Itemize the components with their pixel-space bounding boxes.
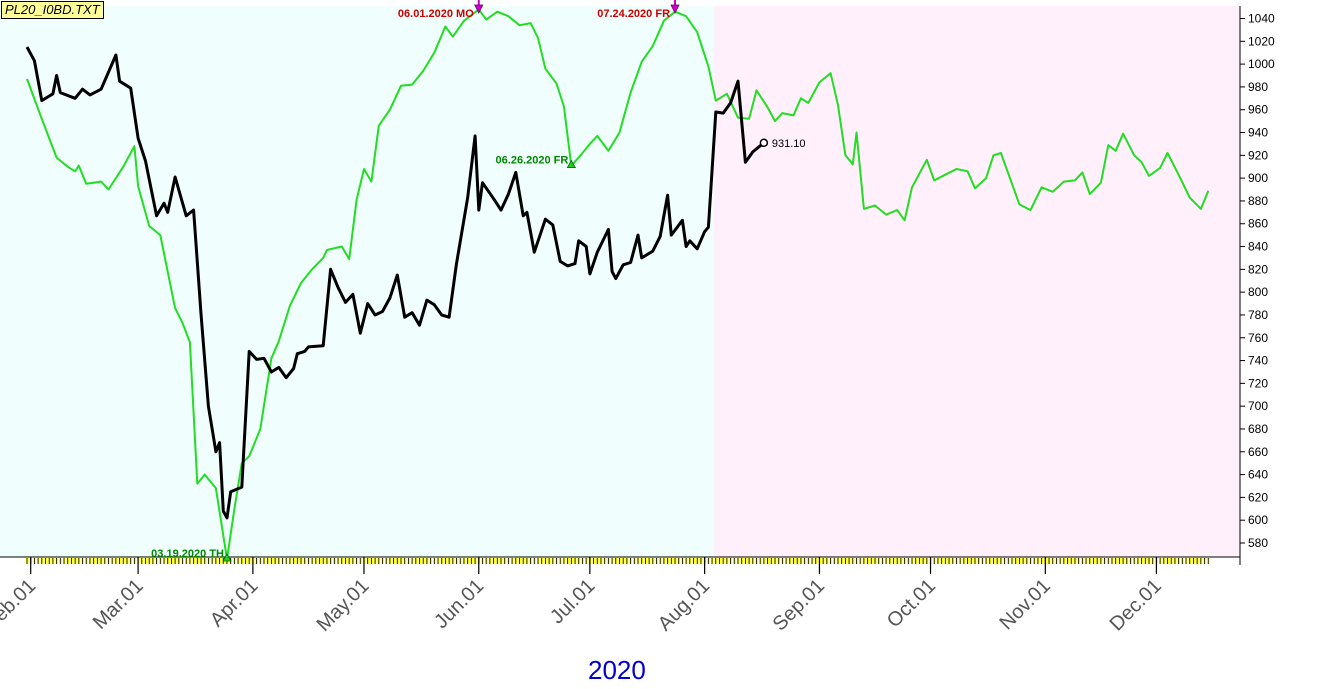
- y-tick-label: 620: [1248, 490, 1268, 504]
- y-tick-label: 760: [1248, 331, 1268, 345]
- high-annotation-label: 06.01.2020 MO: [398, 8, 474, 20]
- y-tick-label: 960: [1248, 103, 1268, 117]
- high-annotation-label: 07.24.2020 FR: [597, 8, 670, 20]
- y-tick-label: 900: [1248, 171, 1268, 185]
- x-tick-label: Mar.01: [89, 575, 148, 634]
- y-tick-label: 820: [1248, 262, 1268, 276]
- low-annotation-label: 03.19.2020 TH: [151, 548, 224, 560]
- x-tick-label: Feb.01: [0, 575, 40, 635]
- y-tick-label: 740: [1248, 354, 1268, 368]
- y-tick-label: 660: [1248, 445, 1268, 459]
- x-tick-label: Dec.01: [1106, 575, 1166, 635]
- y-tick-label: 600: [1248, 513, 1268, 527]
- high-marker-arrow: [670, 4, 680, 14]
- y-tick-label: 980: [1248, 80, 1268, 94]
- x-tick-label: Jun.01: [430, 575, 488, 633]
- x-tick-label: Nov.01: [996, 575, 1055, 634]
- y-tick-label: 940: [1248, 126, 1268, 140]
- x-tick-label: Sep.01: [769, 575, 829, 635]
- y-tick-label: 1040: [1248, 12, 1275, 26]
- y-tick-label: 580: [1248, 536, 1268, 550]
- y-tick-label: 680: [1248, 422, 1268, 436]
- low-marker-arrow: [566, 159, 577, 168]
- x-tick-label: Aug.01: [654, 575, 714, 635]
- y-tick-label: 700: [1248, 399, 1268, 413]
- high-marker-arrow: [474, 4, 484, 14]
- x-tick-label: May.01: [313, 575, 374, 636]
- y-tick-label: 1020: [1248, 34, 1275, 48]
- x-tick-label: Apr.01: [206, 575, 262, 631]
- last-value-label: 931.10: [772, 138, 806, 150]
- past-background: [0, 6, 715, 557]
- y-tick-label: 800: [1248, 285, 1268, 299]
- future-background: [714, 6, 1240, 557]
- x-tick-label: Oct.01: [883, 575, 940, 632]
- y-tick-label: 920: [1248, 148, 1268, 162]
- x-tick-label: Jul.01: [546, 575, 599, 628]
- y-tick-label: 780: [1248, 308, 1268, 322]
- y-tick-label: 1000: [1248, 57, 1275, 71]
- low-marker-arrow: [222, 553, 232, 562]
- low-annotation-label: 06.26.2020 FR: [496, 155, 569, 167]
- y-tick-label: 880: [1248, 194, 1268, 208]
- y-tick-label: 860: [1248, 217, 1268, 231]
- y-tick-label: 720: [1248, 376, 1268, 390]
- y-tick-label: 640: [1248, 468, 1268, 482]
- file-label: PL20_I0BD.TXT: [1, 1, 104, 19]
- y-tick-label: 840: [1248, 240, 1268, 254]
- price-line: [25, 46, 765, 520]
- last-value-marker: [759, 138, 769, 148]
- year-label: 2020: [588, 655, 646, 685]
- seasonal-line: [26, 8, 1210, 560]
